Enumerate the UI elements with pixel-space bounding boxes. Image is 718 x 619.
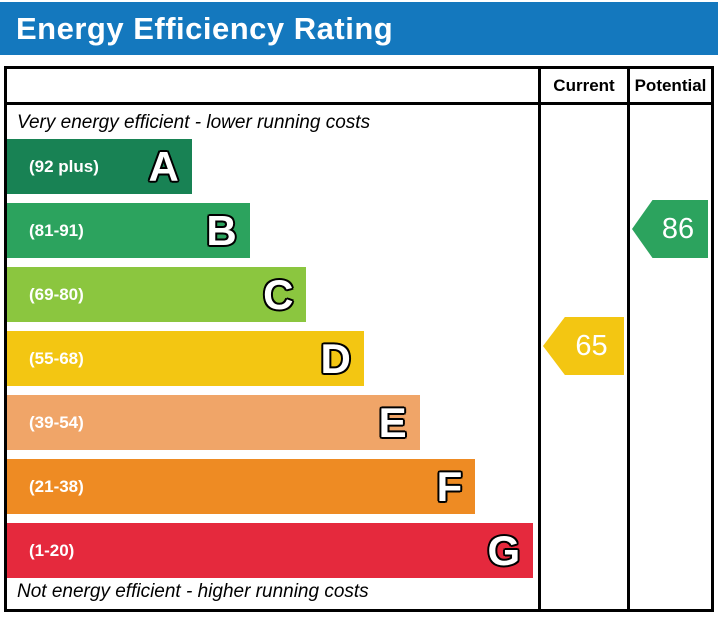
- current-column-header: Current: [538, 69, 627, 105]
- band-row-d: (55-68) D: [7, 331, 538, 386]
- title-bar: Energy Efficiency Rating: [0, 2, 718, 55]
- band-list: (92 plus) A (81-91) B (69-80) C (55-68) D (39-54…: [7, 139, 538, 587]
- potential-column-header: Potential: [627, 69, 711, 105]
- top-caption: Very energy efficient - lower running co…: [17, 112, 371, 133]
- potential-rating-arrow: 86: [632, 200, 708, 258]
- band-range-label: (81-91): [29, 220, 84, 240]
- header-spacer-cell: [7, 69, 538, 105]
- band-range-label: (21-38): [29, 476, 84, 496]
- band-range-label: (55-68): [29, 348, 84, 368]
- band-letter: C: [263, 271, 294, 318]
- band-range-label: (39-54): [29, 412, 84, 432]
- band-bar-a: (92 plus) A: [7, 139, 192, 194]
- band-letter: F: [436, 463, 463, 510]
- band-bar-e: (39-54) E: [7, 395, 420, 450]
- band-bar-g: (1-20) G: [7, 523, 534, 578]
- band-row-a: (92 plus) A: [7, 139, 538, 194]
- band-row-b: (81-91) B: [7, 203, 538, 258]
- current-rating-arrow: 65: [543, 317, 624, 375]
- current-column: 65: [538, 105, 627, 609]
- band-letter: D: [320, 335, 351, 382]
- band-range-label: (1-20): [29, 540, 75, 560]
- rating-table: Current Potential Very energy efficient …: [4, 66, 714, 612]
- band-row-e: (39-54) E: [7, 395, 538, 450]
- band-letter: G: [487, 527, 521, 574]
- page-title: Energy Efficiency Rating: [16, 10, 394, 46]
- band-bar-b: (81-91) B: [7, 203, 250, 258]
- band-row-c: (69-80) C: [7, 267, 538, 322]
- bands-area: Very energy efficient - lower running co…: [7, 105, 538, 609]
- band-range-label: (69-80): [29, 284, 84, 304]
- band-bar-d: (55-68) D: [7, 331, 364, 386]
- band-bar-c: (69-80) C: [7, 267, 307, 322]
- potential-rating-value: 86: [661, 212, 695, 245]
- band-row-g: (1-20) G: [7, 523, 538, 578]
- band-row-f: (21-38) F: [7, 459, 538, 514]
- band-letter: B: [206, 207, 237, 254]
- band-range-label: (92 plus): [29, 156, 99, 176]
- band-letter: E: [378, 399, 407, 446]
- bottom-caption: Not energy efficient - higher running co…: [17, 581, 369, 602]
- potential-column: 86: [627, 105, 711, 609]
- current-rating-value: 65: [575, 329, 608, 362]
- band-letter: A: [148, 143, 179, 190]
- band-bar-f: (21-38) F: [7, 459, 476, 514]
